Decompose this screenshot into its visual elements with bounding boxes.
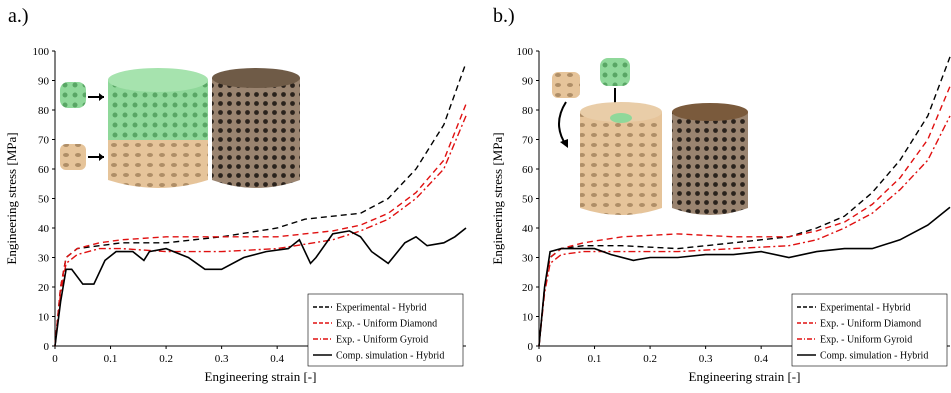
hybrid-sample-bottom <box>108 140 208 188</box>
y-tick-label: 60 <box>38 164 50 176</box>
y-tick-label: 70 <box>522 135 534 147</box>
series-line <box>54 62 467 347</box>
y-tick-label: 100 <box>33 46 50 58</box>
legend-label: Comp. simulation - Hybrid <box>336 351 444 362</box>
series-line <box>54 227 467 347</box>
y-tick-label: 70 <box>38 135 50 147</box>
gyroid-unit-cell-icon <box>60 144 86 170</box>
panel-label: b.) <box>493 5 515 27</box>
y-tick-label: 60 <box>522 164 534 176</box>
legend-label: Exp. - Uniform Diamond <box>820 319 921 330</box>
printed-sample-photo <box>212 78 300 188</box>
y-tick-label: 90 <box>522 76 534 88</box>
y-tick-label: 90 <box>38 76 50 88</box>
y-tick-label: 40 <box>38 223 50 235</box>
series-line <box>538 115 951 347</box>
gyroid-unit-cell-icon <box>552 72 580 98</box>
x-tick-label: 0.3 <box>699 353 713 365</box>
y-axis-label: Engineering stress [MPa] <box>490 132 505 264</box>
y-tick-label: 10 <box>38 312 50 324</box>
panel-b: b.)010203040506070809010000.10.20.30.40.… <box>490 5 951 384</box>
x-tick-label: 0.1 <box>104 353 118 365</box>
x-tick-label: 0.1 <box>588 353 602 365</box>
x-axis-label: Engineering strain [-] <box>205 369 317 384</box>
diamond-unit-cell-icon <box>600 58 630 86</box>
x-tick-label: 0.2 <box>159 353 173 365</box>
legend-label: Experimental - Hybrid <box>820 303 911 314</box>
y-tick-label: 40 <box>522 223 534 235</box>
y-axis-label: Engineering stress [MPa] <box>4 132 19 264</box>
y-tick-label: 30 <box>522 253 534 265</box>
hybrid-sample <box>580 112 662 215</box>
panel-a: a.)010203040506070809010000.10.20.30.40.… <box>4 5 467 384</box>
y-tick-label: 50 <box>522 194 534 206</box>
y-tick-label: 80 <box>522 105 534 117</box>
y-tick-label: 0 <box>528 341 534 353</box>
x-tick-label: 0.3 <box>215 353 229 365</box>
y-tick-label: 10 <box>522 312 534 324</box>
legend-label: Experimental - Hybrid <box>336 303 427 314</box>
printed-sample-photo <box>672 112 748 215</box>
lattice-inset-b <box>552 58 748 215</box>
x-tick-label: 0.2 <box>643 353 657 365</box>
x-axis-label: Engineering strain [-] <box>689 369 801 384</box>
legend-box <box>307 293 464 367</box>
y-tick-label: 20 <box>522 282 534 294</box>
legend: Experimental - Hybrid Exp. - Uniform Diam… <box>307 293 464 367</box>
x-tick-label: 0 <box>52 353 58 365</box>
legend-label: Exp. - Uniform Gyroid <box>336 335 428 346</box>
legend-label: Exp. - Uniform Gyroid <box>820 335 912 346</box>
panel-label: a.) <box>8 5 29 27</box>
x-tick-label: 0.4 <box>270 353 284 365</box>
x-tick-label: 0 <box>536 353 542 365</box>
y-tick-label: 50 <box>38 194 50 206</box>
y-tick-label: 30 <box>38 253 50 265</box>
legend-label: Comp. simulation - Hybrid <box>820 351 928 362</box>
y-tick-label: 100 <box>517 46 534 58</box>
series-line <box>54 115 467 347</box>
legend: Experimental - Hybrid Exp. - Uniform Diam… <box>791 293 948 367</box>
x-tick-label: 0.4 <box>754 353 768 365</box>
lattice-inset-a <box>60 68 300 188</box>
series-line <box>538 86 951 347</box>
series-line <box>538 206 951 347</box>
series-line <box>54 103 467 347</box>
y-tick-label: 80 <box>38 105 50 117</box>
diamond-unit-cell-icon <box>60 82 86 108</box>
y-tick-label: 0 <box>44 341 50 353</box>
legend-label: Exp. - Uniform Diamond <box>336 319 437 330</box>
arrow-icon <box>560 139 568 148</box>
legend-box <box>791 293 948 367</box>
y-tick-label: 20 <box>38 282 50 294</box>
